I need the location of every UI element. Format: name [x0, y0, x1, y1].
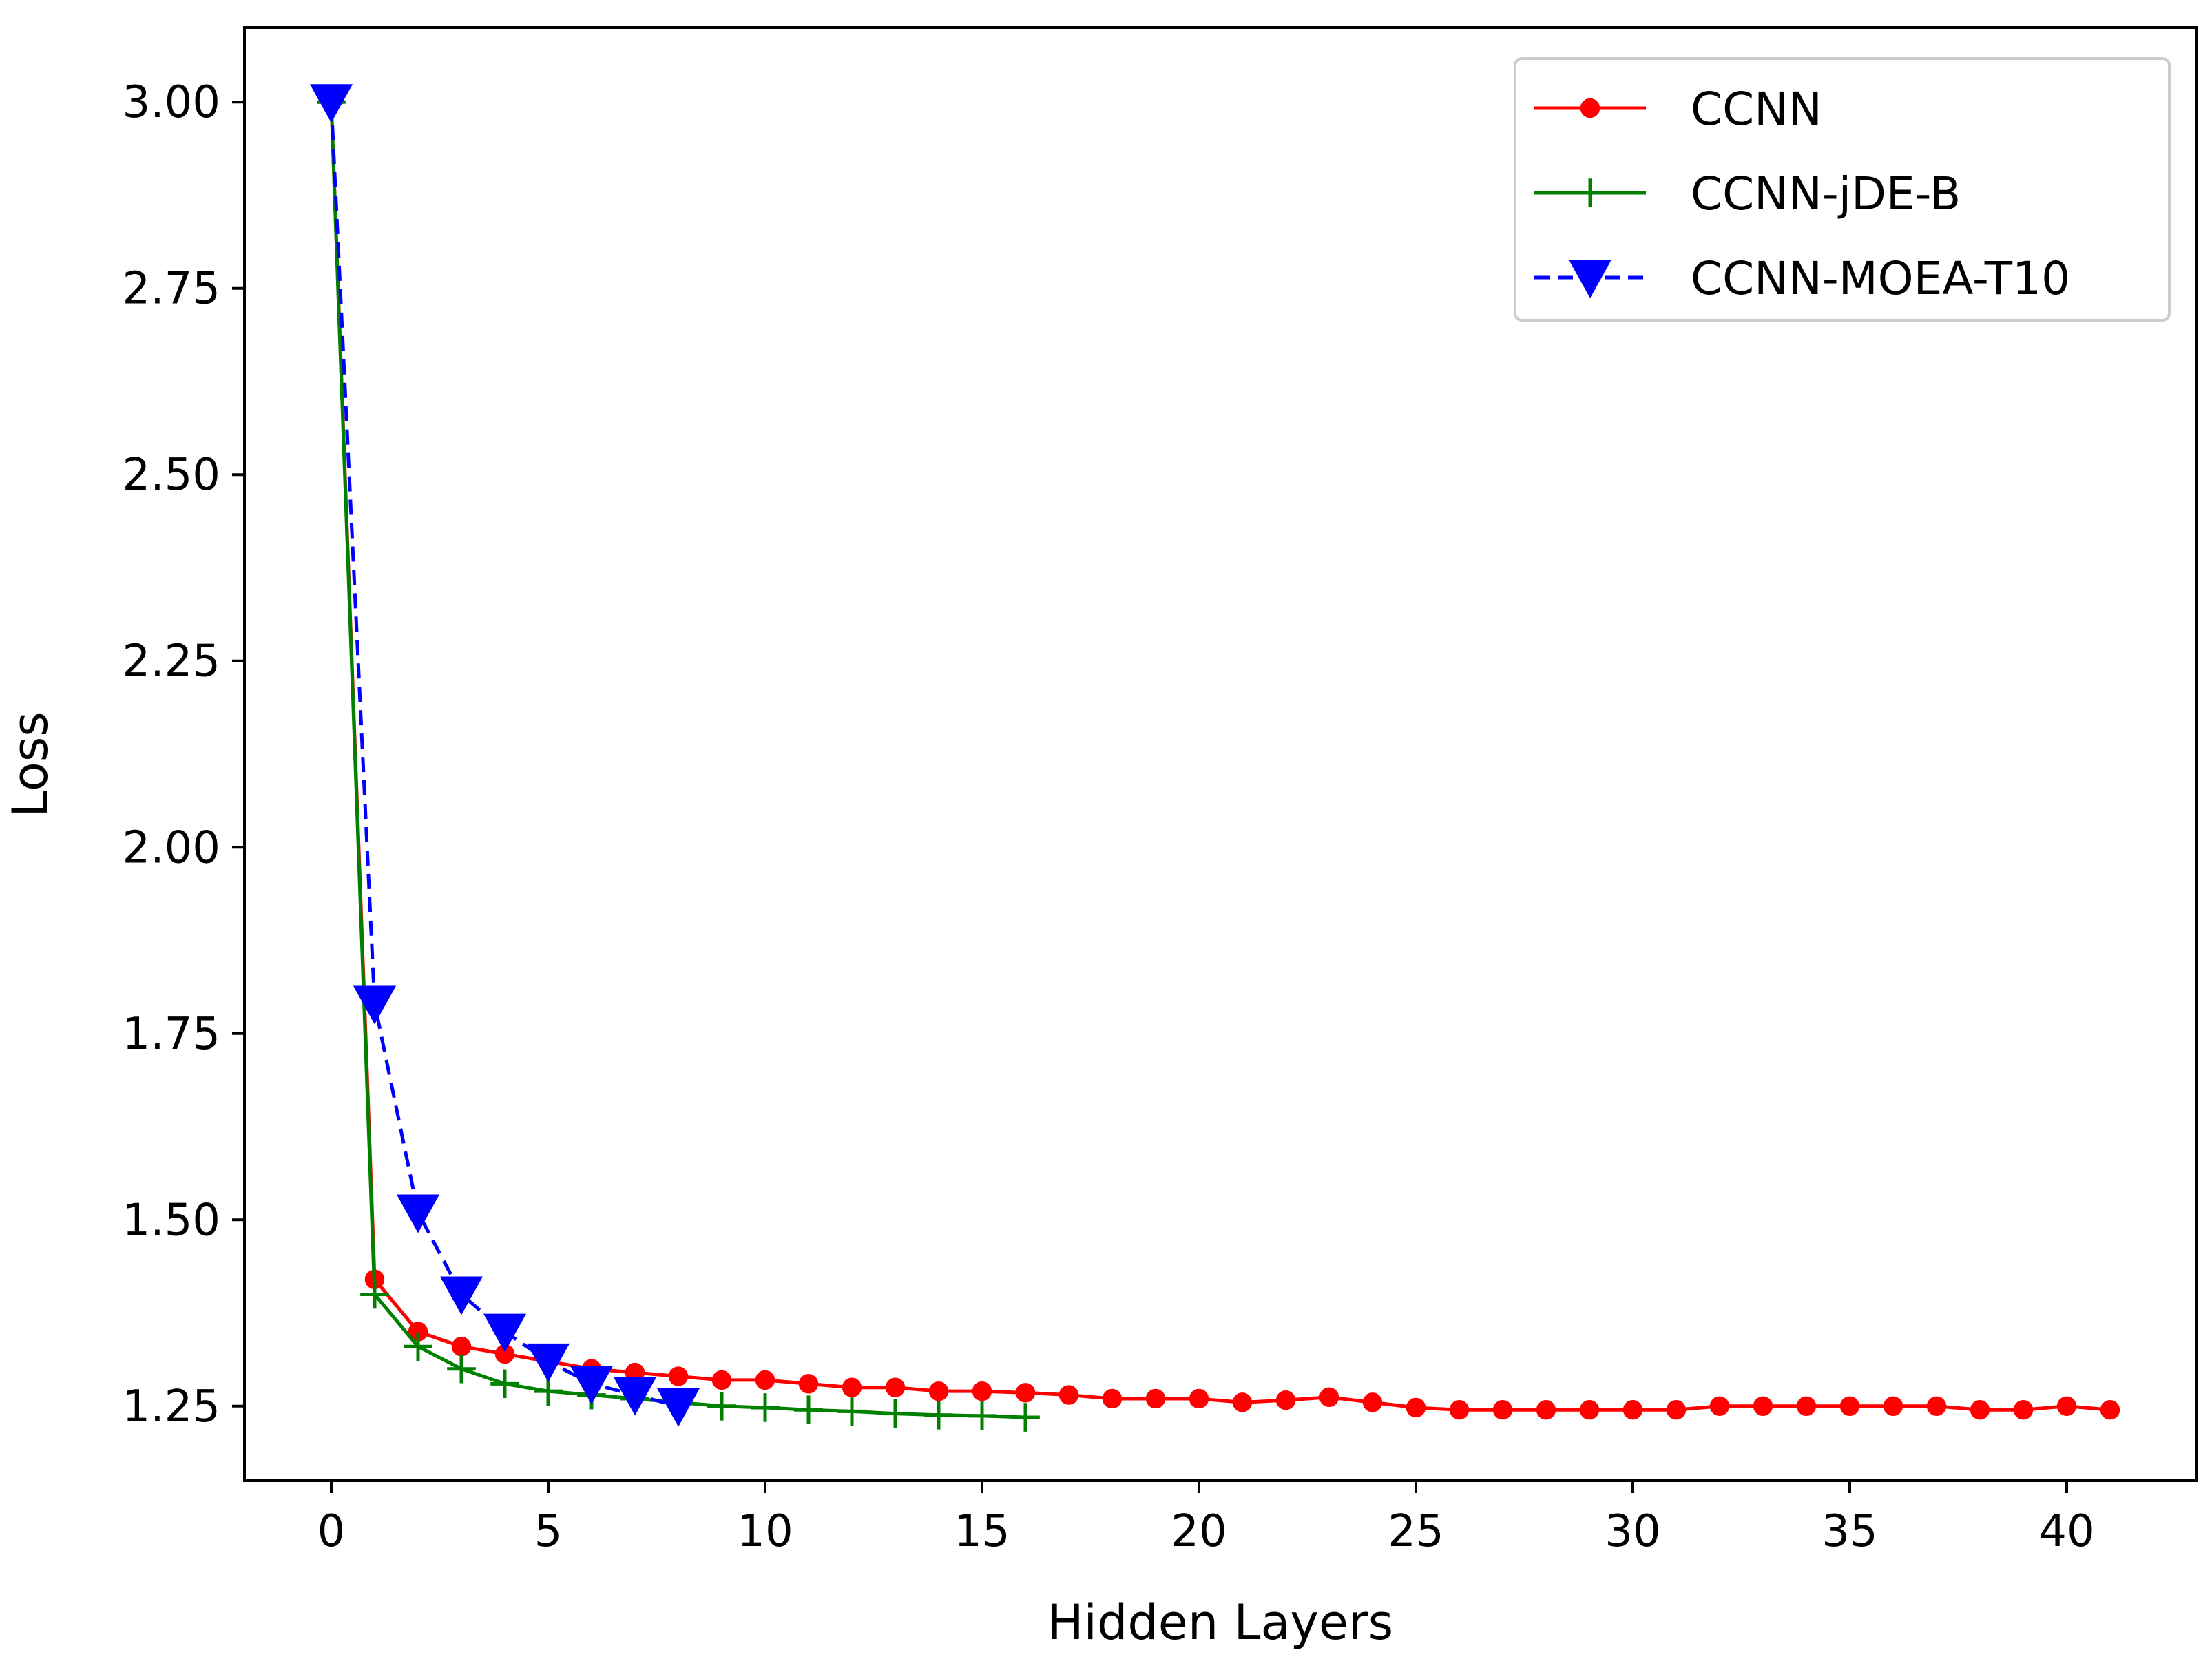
- data-point: [1970, 1400, 1990, 1420]
- legend-box: [1514, 57, 2171, 322]
- data-point: [360, 1280, 389, 1309]
- data-point: [928, 1381, 949, 1401]
- legend-item: CCNN-MOEA-T10: [1534, 252, 2070, 305]
- data-point: [968, 1401, 997, 1430]
- data-point: [353, 985, 397, 1025]
- data-point: [755, 1370, 775, 1390]
- data-point: [1102, 1388, 1123, 1409]
- data-point: [1011, 1403, 1040, 1432]
- data-point: [396, 1194, 440, 1233]
- legend-item: CCNN-jDE-B: [1534, 167, 1961, 220]
- y-tick-label: 3.00: [123, 77, 221, 128]
- data-point: [668, 1366, 689, 1386]
- x-tick-label: 20: [1171, 1506, 1227, 1557]
- legend: CCNN CCNN-jDE-B CCNN-MOEA-T10: [1514, 57, 2171, 322]
- legend-label: CCNN: [1691, 83, 1822, 136]
- data-point: [1576, 178, 1605, 207]
- data-point: [751, 1393, 780, 1422]
- y-axis: 1.25 1.50 1.75 2.00 2.25 2.50 2.75 3.00: [123, 77, 244, 1432]
- x-tick-label: 35: [1822, 1506, 1877, 1557]
- data-point: [924, 1400, 953, 1430]
- y-tick-label: 2.75: [123, 264, 221, 315]
- data-point: [1232, 1392, 1253, 1412]
- data-point: [1015, 1383, 1036, 1403]
- data-point: [1623, 1400, 1643, 1420]
- series-ccnn: [321, 92, 2120, 1420]
- data-point: [1145, 1388, 1166, 1409]
- data-point: [881, 1399, 910, 1428]
- data-point: [1709, 1396, 1730, 1416]
- plot-frame: [243, 26, 2198, 1482]
- data-point: [711, 1370, 732, 1390]
- data-point: [972, 1381, 992, 1401]
- series-ccnn-moea-t10: [309, 84, 700, 1427]
- x-axis: 0 5 10 15 20 25 30 35 40: [317, 1481, 2095, 1557]
- y-tick-label: 1.75: [123, 1009, 221, 1060]
- data-point: [1568, 260, 1612, 298]
- data-point: [483, 1313, 527, 1353]
- legend-label: CCNN-jDE-B: [1691, 167, 1961, 220]
- data-point: [1275, 1390, 1296, 1410]
- legend-label: CCNN-MOEA-T10: [1691, 252, 2070, 305]
- data-point: [1839, 1396, 1860, 1416]
- data-point: [1362, 1392, 1383, 1412]
- data-point: [1796, 1396, 1817, 1416]
- data-point: [1189, 1388, 1209, 1409]
- data-point: [1058, 1385, 1079, 1405]
- x-tick-label: 15: [954, 1506, 1010, 1557]
- legend-item: CCNN: [1534, 83, 1822, 136]
- data-point: [1580, 98, 1600, 118]
- y-tick-label: 2.25: [123, 636, 221, 687]
- x-tick-label: 40: [2038, 1506, 2094, 1557]
- data-point: [2100, 1400, 2120, 1420]
- x-tick-label: 0: [317, 1506, 346, 1557]
- x-tick-label: 25: [1388, 1506, 1443, 1557]
- data-point: [526, 1343, 570, 1382]
- data-point: [1666, 1400, 1687, 1420]
- x-tick-label: 30: [1605, 1506, 1660, 1557]
- data-point: [570, 1366, 614, 1405]
- data-point: [404, 1332, 432, 1361]
- data-point: [1449, 1400, 1470, 1420]
- data-point: [885, 1377, 906, 1397]
- data-point: [798, 1374, 819, 1394]
- data-point: [2056, 1396, 2077, 1416]
- y-tick-label: 1.50: [123, 1195, 221, 1246]
- data-point: [837, 1397, 866, 1426]
- data-point: [490, 1369, 519, 1399]
- data-point: [2013, 1400, 2034, 1420]
- data-point: [1883, 1396, 1903, 1416]
- x-tick-label: 10: [737, 1506, 793, 1557]
- data-point: [656, 1388, 700, 1427]
- x-axis-label: Hidden Layers: [1047, 1594, 1393, 1651]
- data-point: [1319, 1387, 1339, 1408]
- data-point: [842, 1377, 862, 1397]
- y-tick-label: 2.00: [123, 822, 221, 873]
- y-tick-label: 2.50: [123, 450, 221, 501]
- data-point: [794, 1395, 823, 1425]
- data-point: [451, 1337, 472, 1357]
- data-point: [309, 84, 353, 123]
- y-tick-label: 1.25: [123, 1381, 221, 1432]
- data-point: [439, 1276, 483, 1315]
- data-point: [1753, 1396, 1773, 1416]
- x-tick-label: 5: [534, 1506, 563, 1557]
- data-point: [447, 1354, 476, 1384]
- y-axis-label: Loss: [2, 711, 59, 817]
- data-point: [1579, 1400, 1600, 1420]
- data-point: [613, 1377, 657, 1416]
- data-point: [1406, 1397, 1426, 1418]
- data-point: [1926, 1396, 1947, 1416]
- data-point: [1536, 1400, 1556, 1420]
- data-point: [707, 1391, 736, 1421]
- data-point: [1492, 1400, 1513, 1420]
- series-layer: [309, 84, 2120, 1432]
